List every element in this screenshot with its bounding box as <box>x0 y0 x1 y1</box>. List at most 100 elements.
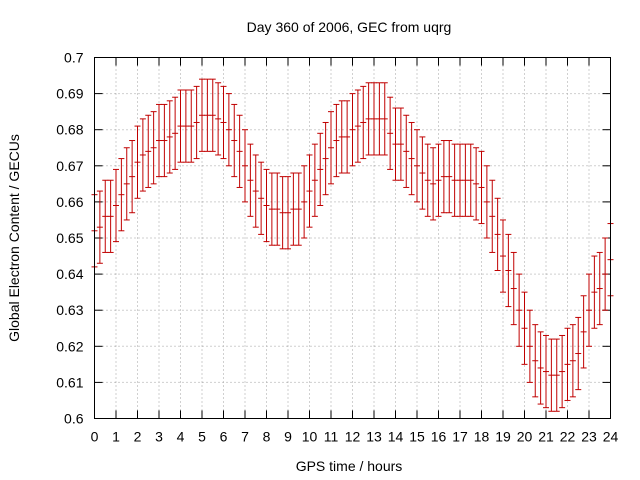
error-bar-point <box>333 103 340 178</box>
error-bar-point <box>500 219 506 293</box>
error-bar-point <box>150 111 157 185</box>
error-bar-point <box>215 82 222 156</box>
error-bar-point <box>247 143 254 217</box>
error-bar-point <box>381 82 388 156</box>
error-bar-point <box>548 338 555 412</box>
error-bar-point <box>591 255 598 329</box>
error-bar-point <box>204 78 211 152</box>
error-bar-point <box>161 103 168 178</box>
error-bar-point <box>209 78 216 152</box>
x-tick-label: 18 <box>474 429 490 445</box>
error-bar-point <box>322 121 329 196</box>
error-bar-point <box>586 273 592 347</box>
error-bar-point <box>564 327 571 401</box>
error-bar-point <box>344 100 351 174</box>
chart-title: Day 360 of 2006, GEC from uqrg <box>247 19 452 35</box>
error-bar-point <box>102 179 109 253</box>
error-bar-point <box>258 161 265 235</box>
error-bar-point <box>440 140 447 214</box>
error-bar-point <box>446 140 453 214</box>
error-bar-point <box>172 96 179 170</box>
x-axis-label: GPS time / hours <box>296 458 403 474</box>
error-bar-point <box>403 114 410 188</box>
x-tick-label: 12 <box>345 429 361 445</box>
error-bar-point <box>156 103 162 178</box>
error-bar-point <box>435 143 442 217</box>
error-bar-point <box>483 165 490 239</box>
x-tick-label: 23 <box>581 429 597 445</box>
error-bar-point <box>559 334 566 409</box>
x-tick-label: 6 <box>220 429 228 445</box>
error-bar-point <box>279 176 286 250</box>
error-bar-point <box>252 154 259 228</box>
error-bar-point <box>317 132 324 207</box>
error-bar-point <box>580 295 587 369</box>
x-tick-label: 2 <box>134 429 142 445</box>
error-bar-point <box>392 107 399 181</box>
error-bar-point <box>166 100 173 174</box>
x-tick-label: 7 <box>241 429 249 445</box>
x-tick-labels: 0 1 2 3 4 5 6 7 8 9 10 11 12 13 14 15 16 17 18 19 20 21 22 23 24 <box>91 429 619 445</box>
error-bar-point <box>268 172 275 246</box>
error-bar-point <box>414 129 420 203</box>
error-bar-point <box>360 85 367 160</box>
error-bar-point <box>145 114 152 188</box>
error-bar-point <box>301 165 308 239</box>
error-bar-point <box>220 85 227 160</box>
error-bar-point <box>457 143 463 217</box>
error-bar-point <box>510 251 517 326</box>
x-tick-label: 8 <box>263 429 271 445</box>
error-bar-point <box>526 309 533 383</box>
error-bar-point <box>553 338 560 412</box>
x-tick-label: 3 <box>155 429 163 445</box>
error-bar-point <box>462 143 469 217</box>
y-tick-label: 0.6 <box>64 411 84 427</box>
error-bar-point <box>473 147 480 221</box>
error-bar-point <box>129 140 136 214</box>
x-tick-label: 9 <box>284 429 292 445</box>
error-bar-point <box>231 103 238 178</box>
error-bar-point <box>505 233 512 308</box>
error-bar-point <box>467 143 474 217</box>
x-tick-label: 24 <box>603 429 619 445</box>
y-tick-label: 0.67 <box>56 158 83 174</box>
y-tick-label: 0.64 <box>56 266 83 282</box>
x-tick-label: 1 <box>112 429 120 445</box>
plot-frame <box>94 57 611 419</box>
x-tick-label: 10 <box>302 429 318 445</box>
x-tick-label: 17 <box>452 429 468 445</box>
x-tick-label: 19 <box>495 429 511 445</box>
error-bar-point <box>596 251 603 326</box>
error-bar-point <box>451 143 458 217</box>
error-bar-point <box>478 150 485 225</box>
x-tick-label: 22 <box>560 429 576 445</box>
error-bar-point <box>387 96 394 170</box>
error-bar-point <box>516 273 523 347</box>
y-tick-labels: 0.6 0.61 0.62 0.63 0.64 0.65 0.66 0.67 0.68 0.69 0… <box>56 50 83 427</box>
error-bar-point <box>430 147 437 221</box>
x-tick-label: 21 <box>538 429 554 445</box>
error-bar-point <box>537 331 544 405</box>
error-bar-point <box>96 190 103 264</box>
y-tick-label: 0.65 <box>56 230 83 246</box>
y-tick-label: 0.68 <box>56 122 83 138</box>
error-bar-point <box>419 136 426 210</box>
x-tick-label: 15 <box>409 429 425 445</box>
error-bar-point <box>123 147 130 221</box>
x-tick-label: 0 <box>91 429 99 445</box>
y-tick-label: 0.66 <box>56 194 83 210</box>
error-bar-point <box>236 114 243 188</box>
error-bar-point <box>274 172 281 246</box>
y-tick-label: 0.7 <box>64 50 84 66</box>
x-tick-label: 16 <box>431 429 447 445</box>
error-bar-point <box>225 93 232 167</box>
error-bar-point <box>575 316 582 391</box>
error-bar-point <box>177 89 184 163</box>
y-tick-label: 0.61 <box>56 374 83 390</box>
x-tick-label: 11 <box>324 429 339 445</box>
error-bar-point <box>521 291 528 365</box>
error-bar-point <box>134 125 141 199</box>
error-bar-point <box>182 89 189 163</box>
error-bar-point <box>263 168 270 243</box>
